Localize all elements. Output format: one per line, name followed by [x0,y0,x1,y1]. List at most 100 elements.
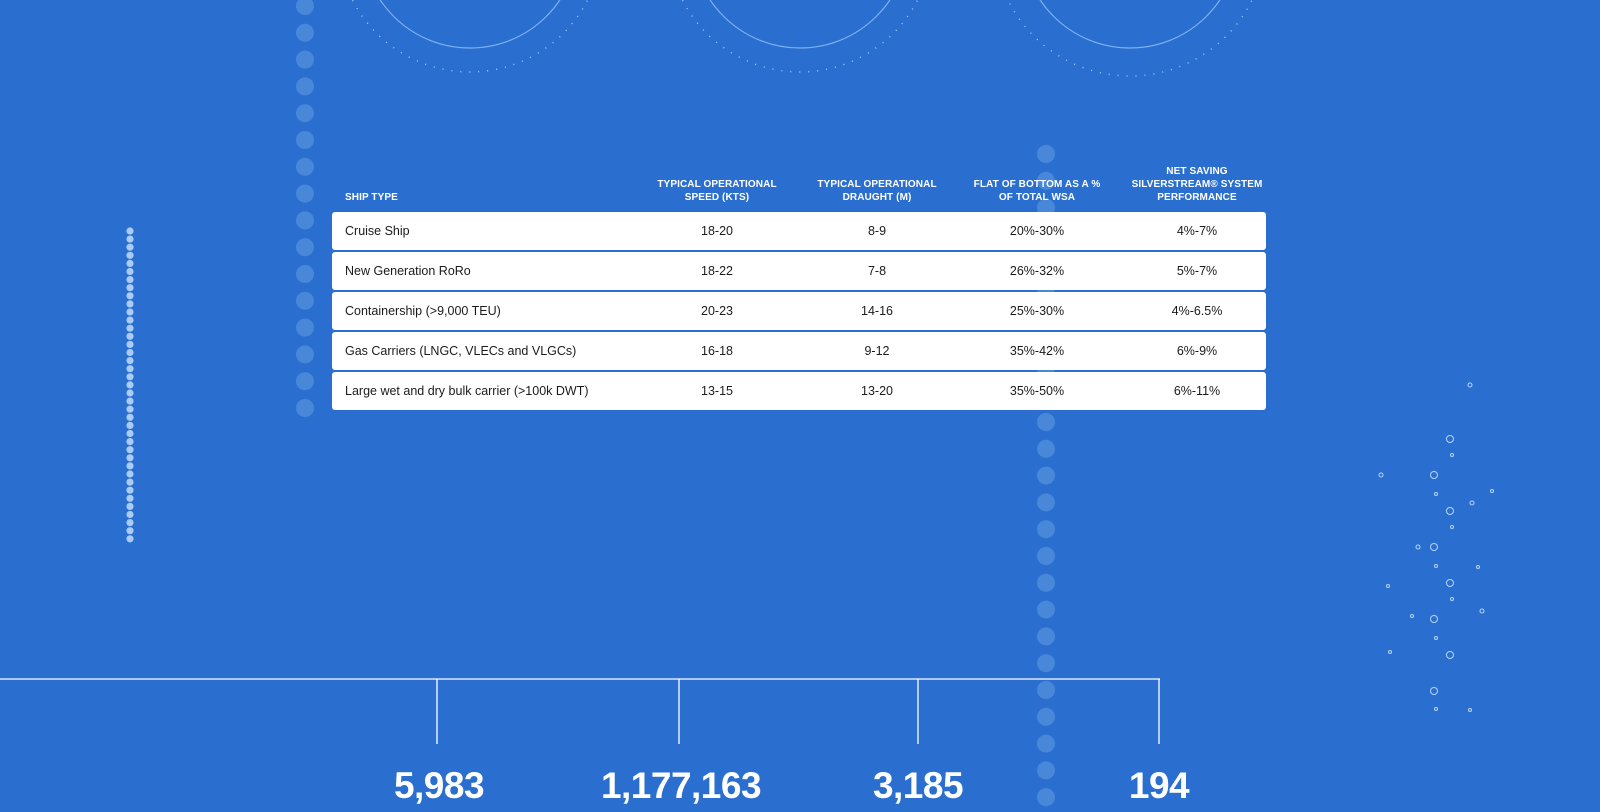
stat-value-2: 1,177,163 [600,765,762,806]
cell-draught: 13-20 [861,384,893,398]
decor-dot [126,421,134,429]
decor-dot [296,23,314,42]
decor-dot [1446,651,1454,659]
decor-dot [296,345,314,364]
header-draught: TYPICAL OPERATIONAL DRAUGHT (M) [817,179,937,203]
decor-dot [296,184,314,203]
header-ship-type: SHIP TYPE [345,192,398,203]
decor-dot [1037,573,1055,592]
cell-speed: 18-20 [701,224,733,238]
decor-dot [1446,507,1454,515]
decor-dot [1450,525,1454,529]
cell-speed: 20-23 [701,304,733,318]
decor-dot [1037,654,1055,673]
table-row: Gas Carriers (LNGC, VLECs and VLGCs) 16-… [332,332,1266,370]
decor-dot [126,276,134,284]
header-speed: TYPICAL OPERATIONAL SPEED (KTS) [657,179,777,203]
decor-dot [126,259,134,267]
decor-dot [1446,435,1454,443]
cell-speed: 13-15 [701,384,733,398]
decor-dot [126,502,134,510]
decor-dot [1430,543,1438,551]
stat-value-1: 5,983 [393,765,485,806]
decor-dot [296,157,314,176]
decor-dot [1434,636,1438,640]
table-row: Cruise Ship 18-20 8-9 20%-30% 4%-7% [332,212,1266,250]
decor-dot [126,316,134,324]
decor-dot [126,332,134,340]
decor-dot [1468,708,1472,712]
decor-dot [296,372,314,391]
cell-net-saving: 6%-9% [1176,344,1218,358]
decor-dot [296,0,314,15]
decor-dot [296,131,314,149]
decor-dot [126,446,134,454]
cell-draught: 7-8 [867,264,887,278]
decor-dot [1446,579,1454,587]
decor-dot [126,535,134,543]
decor-dot [126,324,134,332]
decor-dot [1476,565,1480,569]
decor-dot [126,251,134,259]
decor-dot [1430,615,1438,623]
header-flat-of-bottom: FLAT OF BOTTOM AS A % OF TOTAL WSA [973,179,1101,203]
decor-dot [1430,471,1438,479]
decor-dot [1037,547,1055,565]
cell-ship-type: Containership (>9,000 TEU) [345,304,501,318]
decor-dot [126,413,134,421]
ship-savings-table: SHIP TYPE TYPICAL OPERATIONAL SPEED (KTS… [332,148,1266,412]
decor-dot [1434,492,1438,496]
cell-draught: 9-12 [864,344,890,358]
decor-dot [1378,472,1384,478]
cell-speed: 18-22 [701,264,733,278]
left-small-dot-column [126,227,134,543]
header-net-saving: NET SAVING SILVERSTREAM® SYSTEM PERFORMA… [1131,166,1263,203]
decor-dot [1434,707,1438,711]
decor-dot [126,389,134,397]
decor-dot [126,300,134,308]
decor-dot [126,292,134,300]
decor-dot [296,318,314,337]
cell-flat-of-bottom: 35%-42% [1009,344,1065,358]
decor-dot [1430,687,1438,695]
decor-dot [126,308,134,316]
decor-dot [126,348,134,357]
decor-dot [126,486,134,494]
decor-dot [296,291,314,310]
decor-dot [1037,466,1055,485]
cell-ship-type: New Generation RoRo [345,264,471,278]
cell-draught: 14-16 [861,304,893,318]
cell-ship-type: Large wet and dry bulk carrier (>100k DW… [345,384,589,398]
decor-dot [126,243,134,251]
decor-dot [126,462,134,470]
right-bubble-graphics [1378,382,1494,712]
decor-dot [1450,597,1454,601]
decor-dot [126,494,134,502]
decor-dot [126,454,134,462]
cell-flat-of-bottom: 20%-30% [1009,224,1065,238]
decor-dot [1037,413,1055,431]
decor-dot [1037,600,1055,619]
decor-dot [126,527,134,535]
decor-dot [296,77,314,96]
decor-dot [1467,382,1473,388]
table-row: Containership (>9,000 TEU) 20-23 14-16 2… [332,292,1266,330]
table-row: New Generation RoRo 18-22 7-8 26%-32% 5%… [332,252,1266,290]
decor-dot [1037,439,1055,458]
cell-speed: 16-18 [701,344,733,358]
decor-dot [1469,500,1475,506]
decor-dot [126,227,134,235]
cell-flat-of-bottom: 25%-30% [1009,304,1065,318]
decor-dot [1037,627,1055,646]
decor-dot [126,365,134,373]
decor-dot [126,405,134,413]
cell-draught: 8-9 [867,224,887,238]
decor-dot [126,397,134,405]
cell-net-saving: 4%-6.5% [1171,304,1223,318]
decor-dot [296,211,314,230]
decor-dot [126,340,134,348]
decor-dot [296,399,314,417]
decor-dot [296,265,314,283]
decor-dot [126,284,134,292]
decor-dot [296,50,314,69]
